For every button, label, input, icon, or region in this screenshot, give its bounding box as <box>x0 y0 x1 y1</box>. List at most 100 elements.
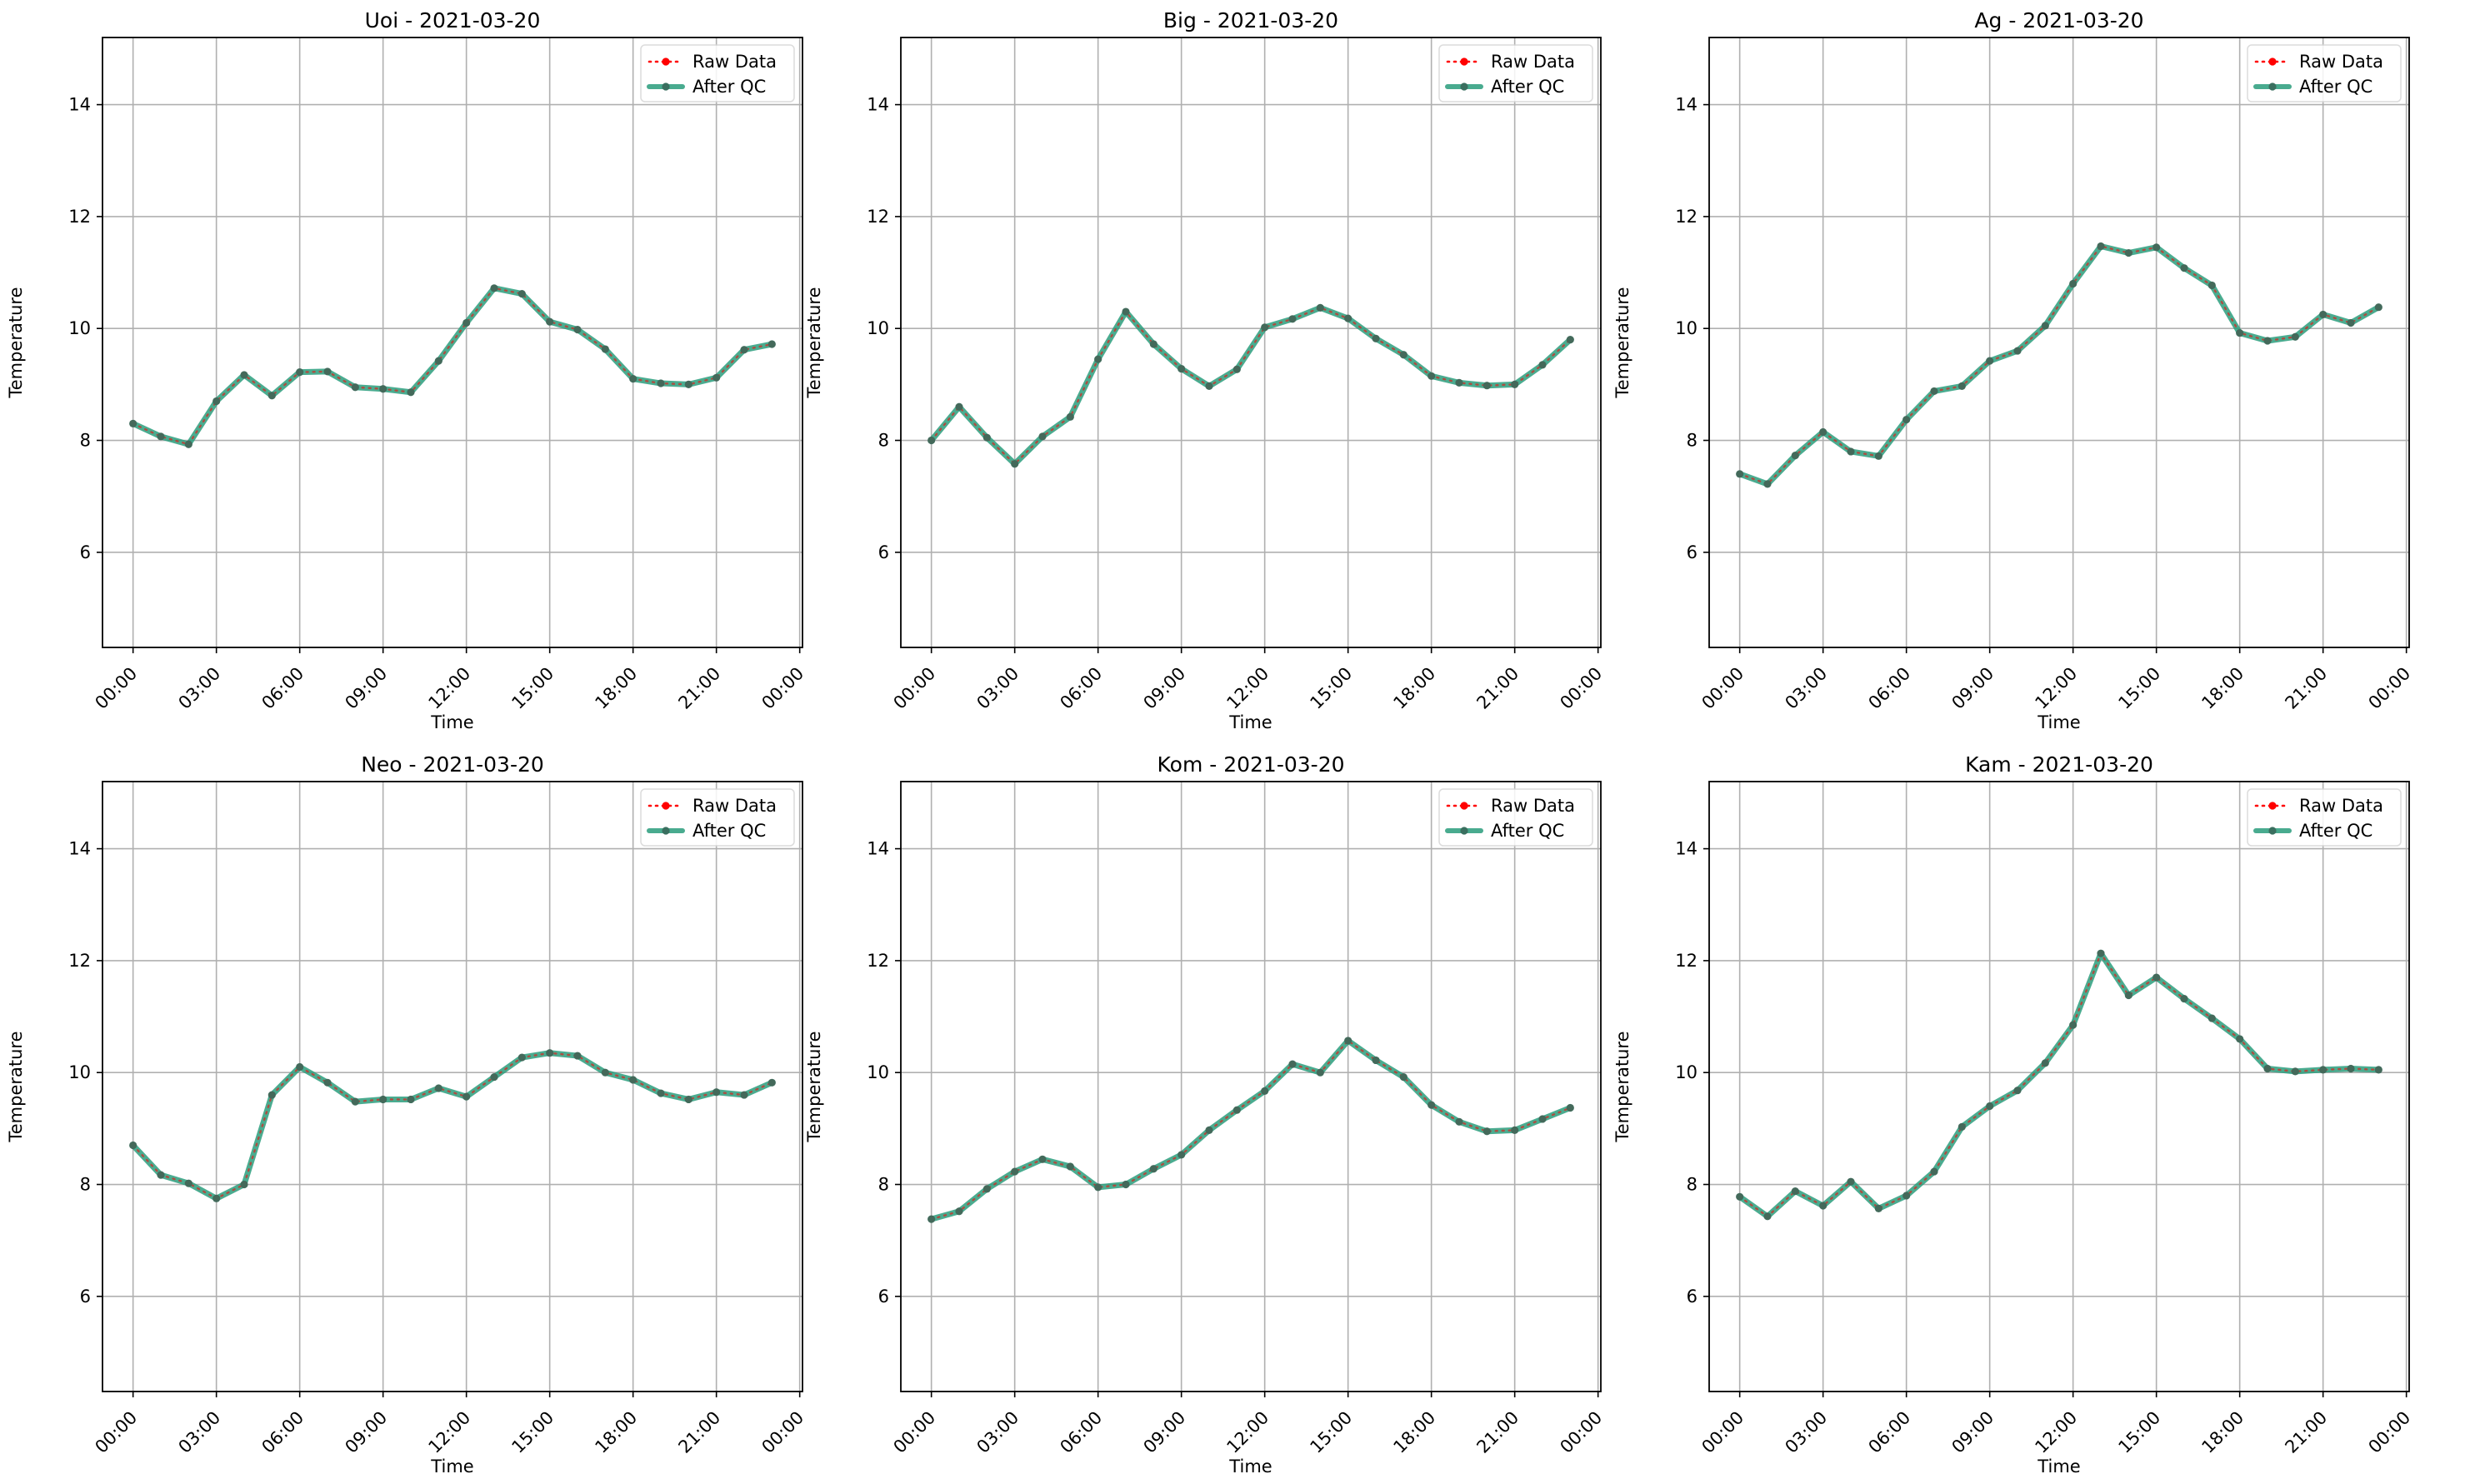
after-qc-point <box>1149 340 1158 348</box>
after-qc-point <box>740 346 748 354</box>
x-tick-label: 03:00 <box>972 1407 1022 1457</box>
after-qc-point <box>1819 1202 1828 1210</box>
after-qc-point <box>1038 1155 1047 1163</box>
after-qc-point <box>1344 314 1352 322</box>
after-qc-point <box>955 402 963 411</box>
y-tick-label: 12 <box>68 207 91 227</box>
after-qc-point <box>462 318 471 327</box>
after-qc-point <box>712 1088 721 1097</box>
series-line-raw-data <box>1738 245 2380 486</box>
legend-label-after-qc: After QC <box>692 821 766 841</box>
after-qc-point <box>2152 973 2161 982</box>
y-tick-label: 6 <box>1687 542 1698 562</box>
x-tick-label: 21:00 <box>674 663 724 713</box>
after-qc-point <box>546 317 554 326</box>
after-qc-point <box>1066 1162 1074 1171</box>
axes-frame <box>1708 37 2410 648</box>
after-qc-point <box>2236 1035 2244 1043</box>
after-qc-point <box>1066 412 1074 421</box>
x-tick-label: 03:00 <box>1781 663 1831 713</box>
x-tick-label: 21:00 <box>2281 1407 2331 1457</box>
legend-marker-after-qc <box>2268 82 2277 91</box>
after-qc-point <box>2236 328 2244 337</box>
x-tick-label: 18:00 <box>2198 663 2248 713</box>
y-tick-label: 14 <box>1675 839 1698 859</box>
x-tick-label: 00:00 <box>1698 1407 1748 1457</box>
after-qc-point <box>657 379 665 387</box>
legend-marker-after-qc <box>662 827 670 835</box>
after-qc-point <box>1094 1183 1102 1192</box>
after-qc-point <box>323 367 332 376</box>
legend: Raw Data After QC <box>1438 788 1593 847</box>
after-qc-point <box>379 385 388 393</box>
x-tick-label: 00:00 <box>91 1407 141 1457</box>
y-tick-label: 6 <box>80 542 91 562</box>
after-qc-point <box>407 388 415 397</box>
legend-marker-raw-data <box>662 802 670 810</box>
x-tick-label: 06:00 <box>1864 663 1914 713</box>
x-tick-label: 00:00 <box>758 1407 808 1457</box>
after-qc-point <box>1455 378 1463 387</box>
subplot-3: 00:00 03:00 06:00 09:00 12:00 15:00 18:00 21:00… <box>1612 8 2414 732</box>
after-qc-point <box>982 1185 991 1193</box>
y-tick-label: 14 <box>1675 95 1698 115</box>
after-qc-point <box>1455 1117 1463 1126</box>
plot-area <box>1709 782 2409 1392</box>
y-tick-label: 10 <box>1675 1062 1698 1082</box>
y-tick-label: 12 <box>1675 951 1698 971</box>
after-qc-point <box>2097 949 2105 957</box>
x-tick-label: 00:00 <box>758 663 808 713</box>
after-qc-point <box>1122 307 1130 316</box>
after-qc-point <box>184 440 192 448</box>
chart-title: Kam - 2021-03-20 <box>1965 752 2153 777</box>
after-qc-point <box>379 1095 388 1104</box>
after-qc-point <box>1874 452 1882 460</box>
x-tick-label: 09:00 <box>1139 663 1189 713</box>
legend-marker-after-qc <box>662 82 670 91</box>
after-qc-point <box>955 1207 963 1216</box>
axes-frame <box>102 37 803 648</box>
x-tick-label: 06:00 <box>258 663 308 713</box>
y-tick-label: 12 <box>1675 207 1698 227</box>
x-tick-label: 12:00 <box>424 663 474 713</box>
after-qc-point <box>1094 355 1102 363</box>
after-qc-point <box>1372 334 1380 342</box>
chart-title: Big - 2021-03-20 <box>1163 8 1338 32</box>
after-qc-point <box>1511 380 1519 388</box>
y-tick-label: 12 <box>68 951 91 971</box>
x-tick-label: 12:00 <box>2031 1407 2081 1457</box>
y-tick-label: 8 <box>878 1175 889 1195</box>
legend-label-raw-data: Raw Data <box>2299 52 2383 72</box>
y-tick-label: 12 <box>867 951 889 971</box>
after-qc-point <box>240 371 248 379</box>
legend-marker-raw-data <box>2268 57 2277 66</box>
after-qc-point <box>1399 1072 1408 1082</box>
after-qc-point <box>2013 347 2022 355</box>
after-qc-point <box>601 1068 609 1077</box>
after-qc-point <box>1791 452 1799 460</box>
after-qc-point <box>1566 336 1574 344</box>
after-qc-point <box>2041 322 2049 330</box>
x-tick-label: 15:00 <box>2114 1407 2164 1457</box>
after-qc-point <box>1261 323 1269 332</box>
x-tick-label: 03:00 <box>174 1407 224 1457</box>
legend-label-after-qc: After QC <box>2299 77 2372 97</box>
after-qc-point <box>768 1078 776 1087</box>
x-tick-label: 15:00 <box>2114 663 2164 713</box>
y-tick-label: 10 <box>867 1062 889 1082</box>
after-qc-point <box>490 284 498 292</box>
y-axis-label: Temperature <box>1612 287 1632 398</box>
after-qc-point <box>129 1141 138 1150</box>
x-tick-label: 00:00 <box>2364 663 2414 713</box>
after-qc-point <box>2374 1066 2382 1074</box>
y-tick-label: 14 <box>867 95 889 115</box>
y-axis-label: Temperature <box>6 287 26 398</box>
x-tick-label: 03:00 <box>972 663 1022 713</box>
x-axis-label: Time <box>430 1457 473 1477</box>
after-qc-point <box>1011 1167 1019 1176</box>
axes-frame <box>102 781 803 1392</box>
plot-area <box>1709 37 2409 647</box>
subplot-1: 00:00 03:00 06:00 09:00 12:00 15:00 18:00 21:00… <box>6 8 808 732</box>
after-qc-point <box>323 1078 332 1087</box>
